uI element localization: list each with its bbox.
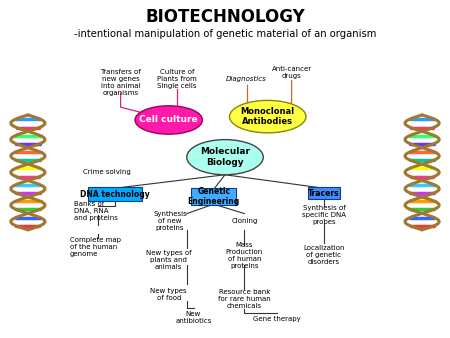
Text: Crime solving: Crime solving — [83, 169, 131, 175]
Text: Tracers: Tracers — [308, 189, 340, 198]
Text: Diagnostics: Diagnostics — [226, 76, 267, 82]
Text: Genetic
Engineering: Genetic Engineering — [188, 187, 240, 207]
Text: Molecular
Biology: Molecular Biology — [200, 147, 250, 167]
Text: Synthesis of
specific DNA
probes: Synthesis of specific DNA probes — [302, 204, 346, 225]
Text: Culture of
Plants from
Single cells: Culture of Plants from Single cells — [157, 69, 197, 90]
Ellipse shape — [230, 100, 306, 133]
Text: BIOTECHNOLOGY: BIOTECHNOLOGY — [145, 8, 305, 26]
Text: Resource bank
for rare human
chemicals: Resource bank for rare human chemicals — [218, 289, 271, 309]
Text: Cloning: Cloning — [231, 218, 257, 224]
Text: Anti-cancer
drugs: Anti-cancer drugs — [271, 66, 312, 79]
Text: Mass
Production
of human
proteins: Mass Production of human proteins — [226, 242, 263, 269]
Text: Transfers of
new genes
into animal
organisms: Transfers of new genes into animal organ… — [100, 69, 141, 96]
Text: Complete map
of the human
genome: Complete map of the human genome — [70, 237, 121, 257]
Text: Synthesis
of new
proteins: Synthesis of new proteins — [153, 211, 187, 232]
Text: -intentional manipulation of genetic material of an organism: -intentional manipulation of genetic mat… — [74, 29, 376, 39]
Text: Gene therapy: Gene therapy — [253, 316, 301, 322]
Text: New
antibiotics: New antibiotics — [176, 311, 211, 324]
FancyBboxPatch shape — [191, 188, 237, 205]
FancyBboxPatch shape — [87, 187, 142, 201]
Text: DNA technology: DNA technology — [80, 190, 149, 199]
Ellipse shape — [187, 140, 263, 175]
Text: New types of
plants and
animals: New types of plants and animals — [146, 250, 192, 270]
Text: New types
of food: New types of food — [150, 288, 187, 300]
Text: Cell culture: Cell culture — [140, 116, 198, 124]
Ellipse shape — [135, 106, 202, 134]
Text: Monoclonal
Antibodies: Monoclonal Antibodies — [241, 107, 295, 126]
Text: Localization
of genetic
disorders: Localization of genetic disorders — [303, 245, 345, 265]
FancyBboxPatch shape — [308, 187, 340, 199]
Text: Banks of
DNA, RNA
and proteins: Banks of DNA, RNA and proteins — [74, 201, 118, 221]
